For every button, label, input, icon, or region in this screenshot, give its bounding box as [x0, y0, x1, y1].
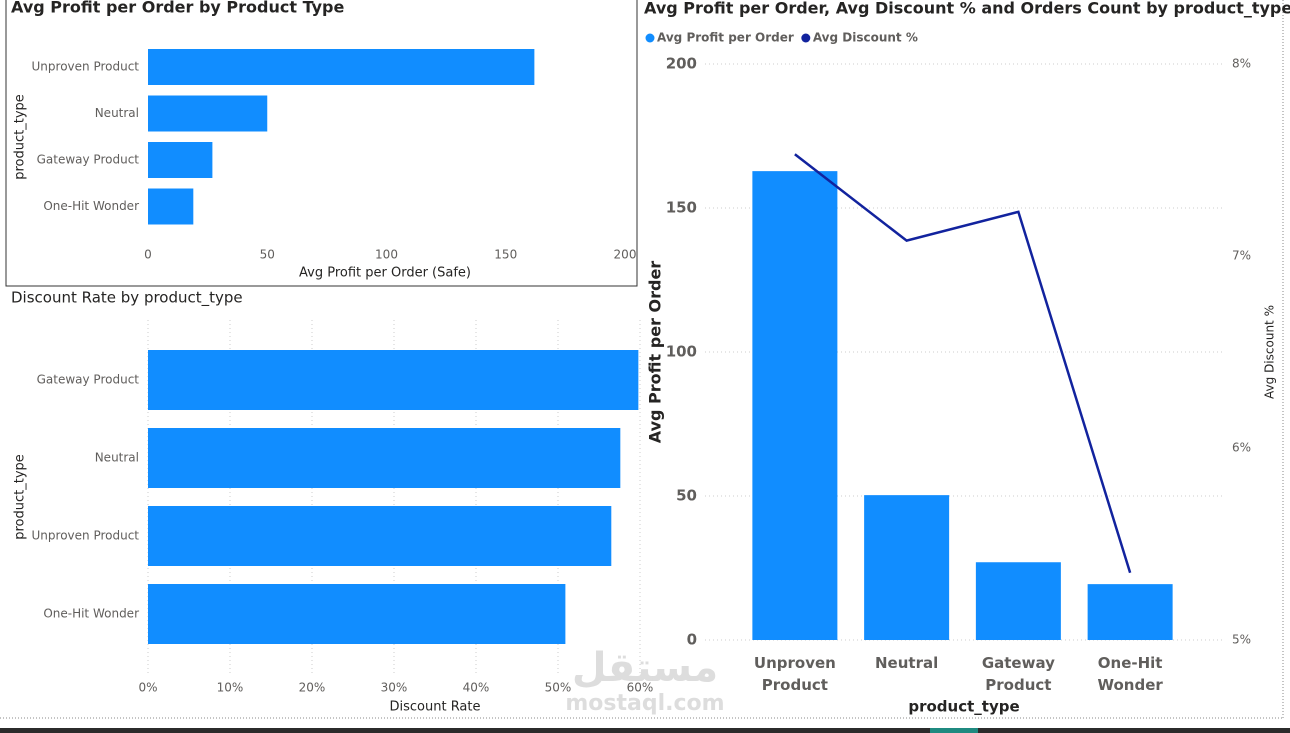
x-tick-label: Unproven Product: [753, 654, 836, 694]
y-tick-label: Unproven Product: [32, 529, 140, 543]
chart-frame: [5, 0, 638, 287]
watermark: مستقل: [572, 645, 718, 691]
y-tick-label: One-Hit Wonder: [43, 607, 139, 621]
status-tab: [930, 728, 978, 733]
y-tick-label: 0: [687, 631, 697, 649]
x-tick-label: 150: [494, 248, 517, 262]
legend-marker: [801, 33, 811, 43]
y2-tick-label: 6%: [1232, 441, 1251, 455]
x-tick-label: Neutral: [875, 654, 939, 672]
bar: [148, 350, 639, 410]
x-tick-label: 60%: [627, 681, 654, 695]
x-tick-label: 10%: [217, 681, 244, 695]
bar: [148, 188, 194, 225]
y-tick-label: 150: [666, 199, 697, 217]
x-tick-label: Gateway Product: [981, 654, 1055, 694]
y2-tick-label: 8%: [1232, 57, 1251, 71]
x-tick-label: 20%: [299, 681, 326, 695]
bar: [148, 49, 535, 85]
y-tick-label: Unproven Product: [32, 60, 140, 74]
y-tick-label: 100: [666, 343, 697, 361]
x-tick-label: 50: [260, 248, 275, 262]
y-tick-label: Neutral: [95, 106, 139, 120]
x-tick-label: 100: [375, 248, 398, 262]
x-axis-label: Discount Rate: [389, 700, 480, 715]
x-axis-label: Avg Profit per Order (Safe): [299, 266, 471, 281]
x-tick-label: Neutral: [875, 654, 939, 672]
x-tick-label: One-Hit Wonder: [1097, 654, 1163, 694]
y-tick-label: Gateway Product: [37, 153, 140, 167]
chart-title: Avg Profit per Order, Avg Discount % and…: [644, 0, 1290, 18]
x-tick-label: Unproven Product: [753, 654, 836, 694]
bar: [148, 584, 566, 644]
bar: [975, 562, 1061, 640]
bar: [148, 142, 213, 178]
bar: [864, 495, 950, 640]
x-tick-label: Gateway Product: [981, 654, 1055, 694]
bar: [148, 506, 612, 566]
y-tick-label: 200: [666, 55, 697, 73]
x-tick-label: 200: [614, 248, 637, 262]
y-axis-label: product_type: [13, 454, 28, 540]
x-tick-label: 0%: [138, 681, 157, 695]
x-tick-label: 50%: [545, 681, 572, 695]
watermark: mostaql.com: [565, 691, 724, 716]
y2-tick-label: 7%: [1232, 249, 1251, 263]
x-tick-label: 40%: [463, 681, 490, 695]
line: [794, 153, 1132, 574]
bar: [1087, 584, 1173, 640]
x-tick-label: 30%: [381, 681, 408, 695]
legend-label: Avg Profit per Order: [657, 31, 794, 45]
bar: [752, 171, 838, 641]
x-tick-label: 0: [144, 248, 152, 262]
y-tick-label: Neutral: [95, 451, 139, 465]
chart-title: Avg Profit per Order by Product Type: [11, 0, 344, 17]
bar: [148, 428, 621, 488]
legend-marker: [645, 33, 655, 43]
y-axis-label: product_type: [13, 94, 28, 180]
y-tick-label: 50: [676, 487, 697, 505]
y-axis-label: Avg Profit per Order: [646, 261, 665, 444]
y2-tick-label: 5%: [1232, 633, 1251, 647]
x-axis-label: product_type: [908, 698, 1019, 716]
x-tick-label: One-Hit Wonder: [1097, 654, 1163, 694]
y-tick-label: One-Hit Wonder: [43, 199, 139, 213]
chart-title: Discount Rate by product_type: [11, 289, 243, 308]
status-bar: [0, 728, 1290, 733]
y2-axis-label: Avg Discount %: [1263, 305, 1277, 399]
bar: [148, 95, 268, 132]
legend-label: Avg Discount %: [813, 31, 918, 45]
y-tick-label: Gateway Product: [37, 373, 140, 387]
